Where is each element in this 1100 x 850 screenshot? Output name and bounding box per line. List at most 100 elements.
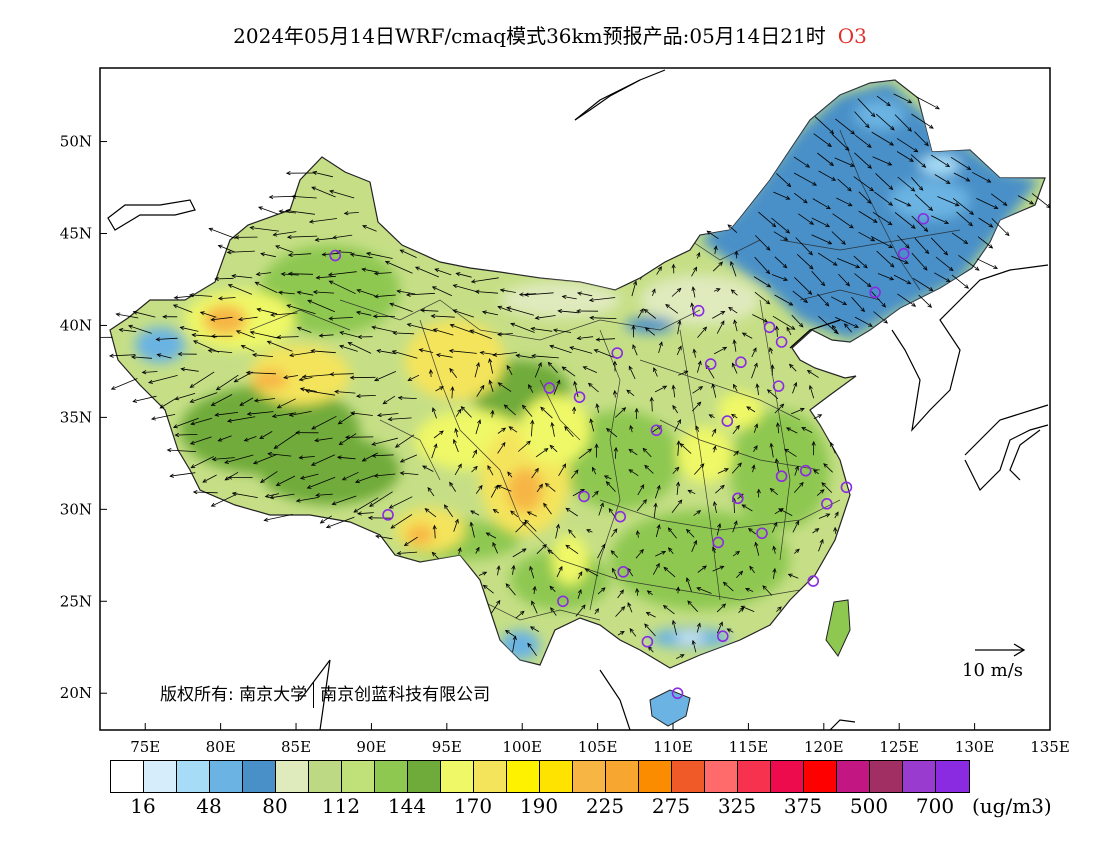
- lon-tick-label: 110E: [653, 738, 693, 756]
- wind-vector: [716, 320, 725, 334]
- wind-vector: [311, 454, 336, 466]
- wind-vector: [519, 293, 537, 295]
- colorbar-swatch: [276, 761, 309, 792]
- colorbar-swatch: [342, 761, 375, 792]
- wind-arrowhead: [312, 170, 318, 176]
- wind-vector: [232, 492, 258, 498]
- wind-vector: [255, 281, 278, 293]
- wind-vector: [897, 176, 915, 192]
- wind-arrowhead: [226, 250, 232, 255]
- wind-vector: [897, 235, 910, 249]
- wind-arrowhead: [720, 310, 726, 315]
- wind-vector: [167, 449, 196, 452]
- wind-arrowhead: [665, 304, 670, 309]
- wind-arrowhead: [531, 600, 535, 606]
- wind-vector: [395, 434, 415, 448]
- wind-vector: [241, 345, 255, 352]
- wind-vector: [1031, 193, 1050, 209]
- wind-arrowhead: [549, 444, 555, 450]
- wind-vector: [854, 273, 872, 288]
- wind-vector: [793, 172, 817, 186]
- wind-vector: [218, 435, 232, 442]
- wind-vector: [801, 427, 813, 433]
- wind-arrowhead: [795, 520, 800, 526]
- colorbar-swatch: [639, 761, 672, 792]
- wind-vector: [749, 566, 755, 574]
- wind-vector: [876, 250, 895, 268]
- wind-arrowhead: [469, 329, 475, 334]
- wind-vector: [524, 292, 554, 296]
- wind-arrowhead: [547, 549, 552, 554]
- wind-vector: [505, 630, 515, 637]
- wind-vector: [487, 465, 494, 476]
- wind-vector: [397, 290, 416, 295]
- wind-arrowhead: [921, 163, 927, 168]
- wind-vector: [292, 196, 317, 199]
- wind-vector: [597, 587, 606, 595]
- wind-vector: [389, 303, 413, 312]
- wind-vector: [454, 463, 462, 476]
- wind-arrowhead: [549, 344, 555, 349]
- wind-vector: [218, 245, 236, 253]
- wind-arrowhead: [572, 406, 577, 412]
- wind-vector: [693, 349, 696, 358]
- wind-vector: [628, 449, 638, 456]
- wind-vector: [512, 565, 515, 575]
- wind-arrowhead: [785, 427, 791, 432]
- wind-arrowhead: [754, 541, 759, 547]
- wind-vector: [851, 296, 865, 312]
- wind-vector: [655, 524, 660, 538]
- wind-vector: [316, 493, 333, 496]
- wind-vector: [258, 206, 279, 215]
- wind-vector: [636, 588, 638, 596]
- wind-vector: [254, 398, 276, 402]
- wind-vector: [339, 345, 358, 352]
- wind-arrowhead: [435, 353, 441, 358]
- wind-arrowhead: [769, 347, 774, 352]
- wind-arrowhead: [711, 383, 716, 389]
- wind-arrowhead: [308, 219, 314, 224]
- wind-arrowhead: [372, 314, 378, 319]
- wind-arrowhead: [128, 324, 133, 329]
- wind-arrowhead: [132, 398, 138, 403]
- wind-arrowhead: [371, 453, 377, 458]
- wind-arrowhead: [799, 481, 804, 487]
- wind-vector: [788, 573, 799, 579]
- wind-arrowhead: [224, 476, 230, 481]
- wind-arrowhead: [166, 448, 172, 453]
- wind-vector: [550, 607, 557, 616]
- wind-arrowhead: [433, 443, 438, 449]
- wind-vector: [455, 428, 458, 438]
- wind-arrowhead: [353, 508, 359, 513]
- wind-vector: [350, 253, 373, 259]
- wind-vector: [818, 513, 830, 519]
- wind-arrowhead: [288, 412, 294, 417]
- wind-arrowhead: [805, 163, 811, 168]
- wind-arrowhead: [913, 148, 919, 153]
- colorbar-swatch: [738, 761, 771, 792]
- wind-vector: [497, 306, 512, 312]
- wind-vector: [755, 235, 771, 251]
- taiwan-island: [825, 599, 851, 657]
- wind-vector: [497, 485, 512, 492]
- wind-arrowhead: [733, 383, 738, 389]
- wind-arrowhead: [260, 252, 265, 257]
- wind-vector: [558, 463, 566, 477]
- lat-tick-label: 35N: [60, 408, 92, 426]
- wind-vector: [875, 173, 893, 190]
- wind-arrowhead: [537, 362, 542, 367]
- species-label: O3: [837, 24, 867, 48]
- wind-arrowhead: [457, 547, 462, 552]
- wind-vector: [470, 522, 475, 538]
- wind-arrowhead: [531, 353, 536, 359]
- wind-vector: [668, 527, 677, 539]
- wind-vector: [956, 211, 973, 227]
- wind-arrowhead: [671, 263, 676, 269]
- wind-arrowhead: [267, 451, 273, 457]
- wind-arrowhead: [454, 518, 459, 524]
- wind-arrowhead: [644, 623, 649, 629]
- wind-arrowhead: [746, 406, 751, 411]
- wind-vector: [628, 366, 636, 380]
- wind-vector: [339, 433, 357, 445]
- wind-vector: [716, 622, 723, 634]
